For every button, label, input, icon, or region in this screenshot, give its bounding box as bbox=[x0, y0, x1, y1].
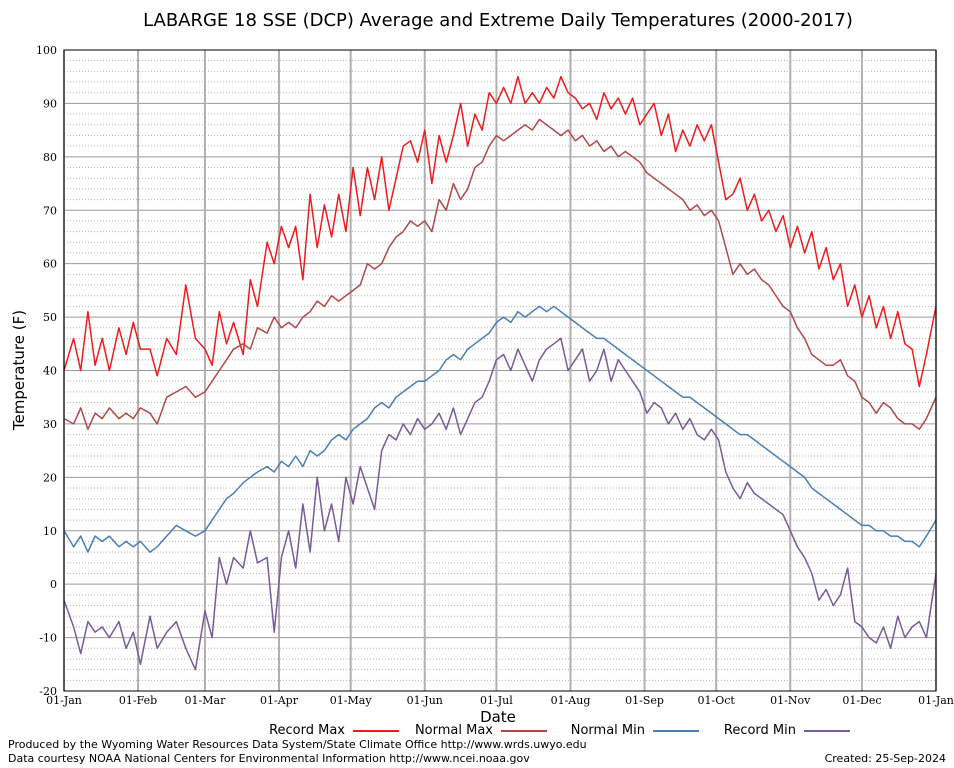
x-tick-label: 01-Apr bbox=[260, 694, 299, 707]
y-tick-label: 100 bbox=[36, 44, 57, 57]
y-tick-label: 80 bbox=[43, 151, 57, 164]
x-tick-label: 01-Dec bbox=[842, 694, 881, 707]
x-tick-label: 01-Sep bbox=[625, 694, 664, 707]
legend-label: Record Min bbox=[724, 723, 796, 738]
x-tick-labels: 01-Jan 01-Feb 01-Mar 01-Apr 01-May 01-Jun 01-J… bbox=[46, 694, 954, 707]
legend-label: Record Max bbox=[269, 723, 345, 738]
y-axis-label: Temperature (F) bbox=[10, 310, 28, 431]
series-line-record-max bbox=[63, 75, 937, 388]
x-tick-label: 01-Jan bbox=[918, 694, 954, 707]
y-tick-label: 70 bbox=[43, 204, 57, 217]
x-tick-label: 01-Jul bbox=[480, 694, 513, 707]
x-tick-label: 01-Oct bbox=[698, 694, 736, 707]
y-tick-label: 0 bbox=[50, 578, 57, 591]
y-tick-label: 60 bbox=[43, 258, 57, 271]
y-tick-label: -20 bbox=[39, 685, 57, 698]
y-tick-label: 20 bbox=[43, 471, 57, 484]
series-line-record-min bbox=[63, 337, 937, 671]
legend-label: Normal Max bbox=[415, 723, 493, 738]
legend: Record Max Normal Max Normal Min Record Min bbox=[269, 723, 850, 738]
footer-credit-1: Produced by the Wyoming Water Resources … bbox=[8, 738, 587, 751]
chart-title: LABARGE 18 SSE (DCP) Average and Extreme… bbox=[143, 10, 853, 31]
series-line-normal-max bbox=[63, 118, 937, 431]
x-tick-label: 01-Feb bbox=[119, 694, 157, 707]
y-tick-label: 50 bbox=[43, 311, 57, 324]
x-tick-label: 01-Mar bbox=[185, 694, 227, 707]
footer-created: Created: 25-Sep-2024 bbox=[825, 752, 946, 765]
y-tick-label: -10 bbox=[39, 632, 57, 645]
x-tick-label: 01-Nov bbox=[770, 694, 811, 707]
y-tick-label: 40 bbox=[43, 365, 57, 378]
series-lines bbox=[63, 75, 937, 671]
legend-label: Normal Min bbox=[571, 723, 645, 738]
y-tick-label: 30 bbox=[43, 418, 57, 431]
y-tick-label: 10 bbox=[43, 525, 57, 538]
x-tick-label: 01-Jun bbox=[407, 694, 443, 707]
x-tick-label: 01-Aug bbox=[551, 694, 591, 707]
plot-frame bbox=[63, 49, 937, 692]
footer-credit-2: Data courtesy NOAA National Centers for … bbox=[8, 752, 530, 765]
x-axis-label: Date bbox=[480, 708, 516, 726]
series-line-normal-min bbox=[63, 305, 937, 553]
x-tick-label: 01-Jan bbox=[46, 694, 82, 707]
grid bbox=[63, 49, 937, 692]
x-tick-label: 01-May bbox=[330, 694, 373, 707]
y-tick-labels: -20 -10 0 10 20 30 40 50 60 70 80 90 100 bbox=[36, 44, 57, 698]
y-tick-label: 90 bbox=[43, 97, 57, 110]
